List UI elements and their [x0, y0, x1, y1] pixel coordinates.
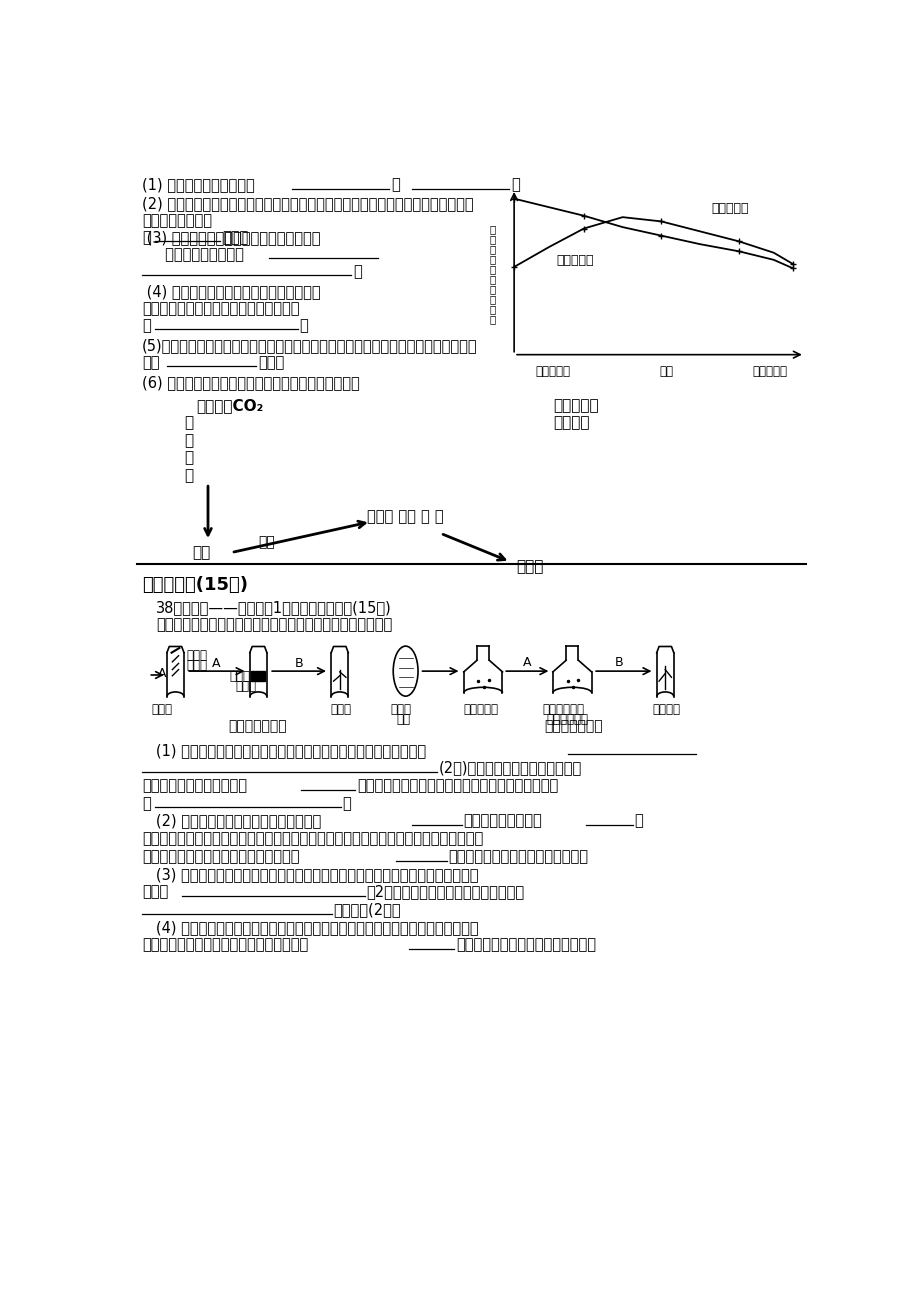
Text: 培养基: 培养基	[151, 703, 172, 716]
Text: 如图表示菊花的嫩枝和月季的花药的离体培养过程，请回答：: 如图表示菊花的嫩枝和月季的花药的离体培养过程，请回答：	[156, 618, 391, 632]
Text: 微生物: 微生物	[516, 559, 543, 573]
Text: 培: 培	[633, 814, 642, 828]
Text: （高，低，相当）有利于根的分化。: （高，低，相当）有利于根的分化。	[448, 849, 587, 864]
Text: 颖花: 颖花	[396, 712, 410, 725]
Text: 方法是: 方法是	[142, 884, 168, 900]
Text: 是: 是	[142, 317, 151, 333]
Text: 有机污染物: 有机污染物	[711, 203, 748, 216]
Text: 污
染
物
浓
度
（
相
对
值
）: 污 染 物 浓 度 （ 相 对 值 ）	[489, 224, 495, 324]
Text: 。: 。	[299, 317, 308, 333]
Text: 是: 是	[142, 796, 151, 811]
Text: 细胞的发育，细胞分裂素／生长素的比值: 细胞的发育，细胞分裂素／生长素的比值	[142, 849, 300, 864]
Ellipse shape	[392, 646, 417, 697]
Text: （2分），植物组织培养无菌操作应注意: （2分），植物组织培养无菌操作应注意	[366, 884, 524, 900]
Text: 结构。: 结构。	[221, 230, 248, 244]
Text: 阶段发育而来，这两种发育途径的差: 阶段发育而来，这两种发育途径的差	[456, 937, 596, 953]
Text: 愈伤组织: 愈伤组织	[229, 670, 256, 682]
Text: 培养基: 培养基	[235, 680, 255, 693]
Text: 。: 。	[353, 264, 362, 278]
Text: 菊花的组织培养: 菊花的组织培养	[228, 720, 287, 733]
Text: 中部: 中部	[659, 365, 673, 378]
Text: 有: 有	[142, 230, 151, 244]
Text: 花粉植株: 花粉植株	[652, 703, 679, 716]
Text: (4) 细菌、真菌等微生物的分解作用是净化: (4) 细菌、真菌等微生物的分解作用是净化	[142, 283, 321, 299]
Text: ，从物理性质来分为: ，从物理性质来分为	[463, 814, 542, 828]
Text: 动物遗 体排 泄 物: 动物遗 体排 泄 物	[367, 508, 443, 524]
Text: B: B	[294, 658, 302, 671]
Text: 大气中的CO₂: 大气中的CO₂	[196, 399, 264, 413]
Text: 污水的重要途径，提高分解效率有效措施: 污水的重要途径，提高分解效率有效措施	[142, 300, 300, 316]
Text: A: A	[212, 658, 221, 671]
Text: 无机污染物: 无机污染物	[556, 255, 594, 268]
Text: (3) 该人工湿地中的芦苇、藻类等植物生长: (3) 该人工湿地中的芦苇、藻类等植物生长	[142, 230, 321, 244]
Text: (3) 两种植物组织培养都需要接种，接种前为确定是培养基是否灭菌彻底，检测的: (3) 两种植物组织培养都需要接种，接种前为确定是培养基是否灭菌彻底，检测的	[142, 867, 478, 881]
Bar	[251, 671, 265, 681]
Text: 接种的花药: 接种的花药	[462, 703, 497, 716]
Text: 捕食: 捕食	[258, 536, 275, 550]
Text: A: A	[157, 667, 166, 680]
Text: 38．〔生物——选修模块1：生物技术实践〕(15分): 38．〔生物——选修模块1：生物技术实践〕(15分)	[156, 601, 391, 615]
Text: 孕穗期: 孕穗期	[390, 703, 411, 716]
Text: (5)下图表示受到轻度污染的生态系统的调查结果。结果表明，湿地生态系统具有相当: (5)下图表示受到轻度污染的生态系统的调查结果。结果表明，湿地生态系统具有相当	[142, 338, 477, 352]
Text: 期。为确定花粉是否处于该时期，常最用的镜检方法: 期。为确定花粉是否处于该时期，常最用的镜检方法	[357, 779, 558, 793]
Text: 高的: 高的	[142, 355, 160, 369]
Text: (6) 用恰当的箭头和文字完成该人工湿地碳循环图解。: (6) 用恰当的箭头和文字完成该人工湿地碳循环图解。	[142, 374, 359, 390]
Text: 养基。培养基中都要加入一定的植物激素，在培养过程中，使用激素的顺序和比例都影响: 养基。培养基中都要加入一定的植物激素，在培养过程中，使用激素的顺序和比例都影响	[142, 831, 482, 846]
Text: 光
合
作
用: 光 合 作 用	[185, 416, 194, 482]
Text: 织细胞: 织细胞	[186, 659, 207, 672]
Text: A: A	[523, 655, 531, 668]
Text: 花粉愈伤组织: 花粉愈伤组织	[546, 712, 588, 725]
Text: （两点）(2分）: （两点）(2分）	[334, 902, 401, 916]
Text: 月季的花药培养: 月季的花药培养	[544, 720, 603, 733]
Text: 出水口附近: 出水口附近	[752, 365, 787, 378]
Text: 程中适宜花粉培养的时期是: 程中适宜花粉培养的时期是	[142, 779, 247, 793]
Text: 生活污水中: 生活污水中	[552, 399, 598, 413]
Text: 人水口附近: 人水口附近	[535, 365, 570, 378]
Text: 从花药中长出: 从花药中长出	[542, 703, 584, 716]
Text: B: B	[614, 655, 622, 668]
Text: 植物: 植物	[192, 545, 210, 560]
Text: 迅速，其主要原因是: 迅速，其主要原因是	[142, 247, 244, 261]
Text: 嫩枝组: 嫩枝组	[186, 649, 207, 662]
Text: (2分)；对月季来说，花粉发育的过: (2分)；对月季来说，花粉发育的过	[438, 760, 582, 775]
Text: (2) 在植物组织培养常用的培养基名称为: (2) 在植物组织培养常用的培养基名称为	[142, 814, 321, 828]
Text: (4) 月季的花药培养与菊花的嫩枝组织培养不同，从植物产生的途径来说，花粉植: (4) 月季的花药培养与菊花的嫩枝组织培养不同，从植物产生的途径来说，花粉植	[142, 920, 478, 935]
Text: 试管苗: 试管苗	[330, 703, 351, 716]
Text: 株产生的途径除了图中所示外，还可以通过: 株产生的途径除了图中所示外，还可以通过	[142, 937, 308, 953]
Text: 。: 。	[342, 796, 350, 811]
Text: 的有机物: 的有机物	[552, 416, 589, 430]
Text: (1) 对菊花来说，要选取生长旺盛的嫩枝来进行组织培养，其原因是: (1) 对菊花来说，要选取生长旺盛的嫩枝来进行组织培养，其原因是	[142, 742, 425, 758]
Text: (2) 人工湿地中的芦苇属于挺水植物，绿藻属于浮游植物，黑藻属于沉水植物，这一: (2) 人工湿地中的芦苇属于挺水植物，绿藻属于浮游植物，黑藻属于沉水植物，这一	[142, 196, 473, 211]
Text: 和: 和	[391, 178, 399, 192]
Text: 能力。: 能力。	[258, 355, 284, 369]
Text: 。: 。	[510, 178, 519, 192]
Text: 现象体现了群落具: 现象体现了群落具	[142, 213, 212, 228]
Text: 三、选做题(15分): 三、选做题(15分)	[142, 576, 248, 594]
Text: (1) 输入人工湿地的能量有: (1) 输入人工湿地的能量有	[142, 178, 255, 192]
